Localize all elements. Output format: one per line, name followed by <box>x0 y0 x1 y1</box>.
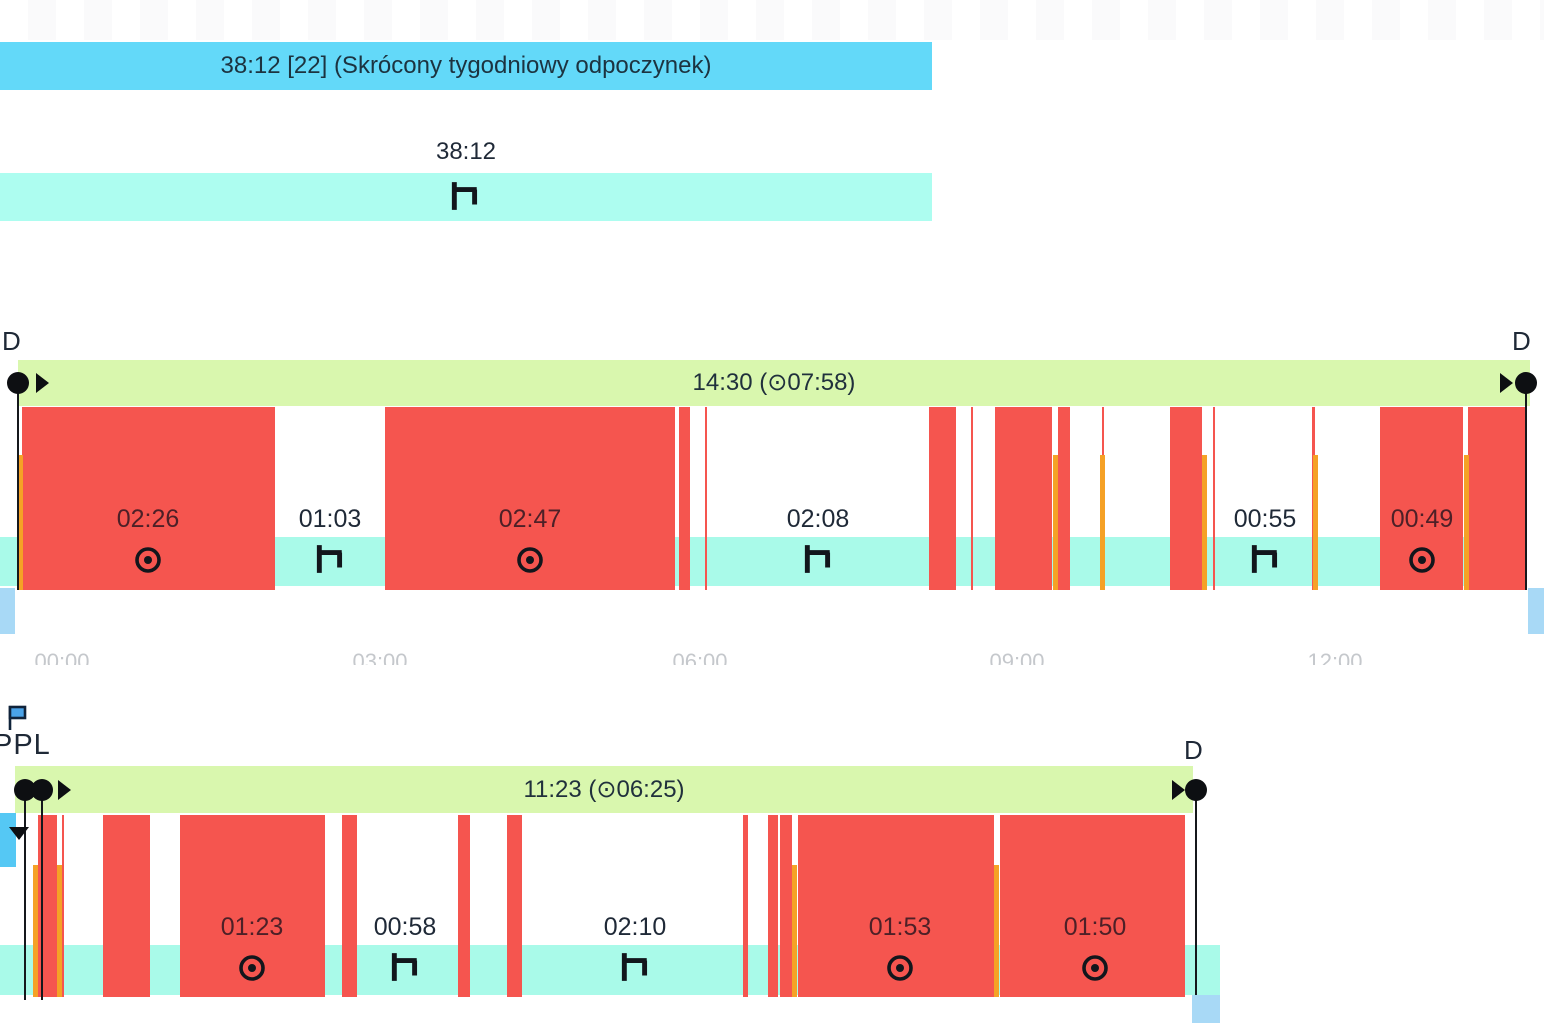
axis-tick-label: 12:00 <box>1307 652 1363 665</box>
event-mark <box>18 455 23 590</box>
driving-segment[interactable] <box>458 815 470 997</box>
scroll-corner-block <box>0 588 15 634</box>
drive-icon <box>513 543 547 577</box>
segment-duration-label: 02:26 <box>116 505 180 533</box>
weekly-rest-band[interactable]: 38:12 [22] (Skrócony tygodniowy odpoczyn… <box>0 42 932 90</box>
rest-icon <box>618 951 652 985</box>
drive-icon <box>131 543 165 577</box>
country-label: PPL <box>0 729 51 761</box>
driving-segment[interactable] <box>1170 407 1202 590</box>
play-marker-icon <box>1500 373 1513 393</box>
axis-tick-label: 03:00 <box>352 652 408 665</box>
edge-scroll-block <box>0 813 16 867</box>
day-label: D <box>1512 326 1531 356</box>
event-mark <box>1053 455 1058 590</box>
weekly-rest-label: 38:12 [22] (Skrócony tygodniowy odpoczyn… <box>220 52 712 79</box>
event-mark <box>57 865 62 997</box>
segment-duration-label: 01:50 <box>1063 913 1127 941</box>
driving-segment[interactable] <box>1213 407 1215 590</box>
event-mark <box>792 865 797 997</box>
segment-duration-label: 02:47 <box>498 505 562 533</box>
day-start-marker[interactable] <box>31 779 53 801</box>
marker-guide-line <box>41 790 43 1000</box>
event-mark <box>33 865 38 997</box>
segment-duration-label: 01:03 <box>298 505 362 533</box>
segment-duration-label: 01:23 <box>220 913 284 941</box>
shift-total-label: 14:30 (⊙07:58) <box>692 369 856 396</box>
segment-duration-label: 00:55 <box>1233 505 1297 533</box>
shift-total-label: 11:23 (⊙06:25) <box>523 776 685 803</box>
driving-segment[interactable] <box>768 815 778 997</box>
play-marker-icon <box>36 373 49 393</box>
segment-duration-label: 00:58 <box>373 913 437 941</box>
driving-segment[interactable] <box>705 407 707 590</box>
marker-guide-line <box>17 383 19 590</box>
event-mark <box>1313 455 1318 590</box>
play-marker-icon <box>58 780 71 800</box>
driving-segment[interactable] <box>971 407 973 590</box>
scroll-corner-block <box>1192 995 1220 1023</box>
marker-guide-line <box>1195 790 1197 1000</box>
marker-guide-line <box>1525 383 1527 590</box>
rest-icon <box>388 951 422 985</box>
driving-segment[interactable] <box>507 815 522 997</box>
segment-duration-label: 02:08 <box>786 505 850 533</box>
shift-total-bar[interactable]: 14:30 (⊙07:58) <box>18 360 1530 406</box>
drive-icon <box>1078 951 1112 985</box>
shift-total-bar[interactable]: 11:23 (⊙06:25) <box>15 766 1193 813</box>
rest-icon <box>1248 543 1282 577</box>
driving-segment[interactable] <box>342 815 357 997</box>
driving-segment[interactable] <box>780 815 792 997</box>
day-start-marker[interactable] <box>7 372 29 394</box>
event-mark <box>1202 455 1207 590</box>
drive-icon <box>235 951 269 985</box>
day-label: D <box>2 326 21 356</box>
rest-duration-label: 38:12 <box>435 138 497 165</box>
down-marker-icon <box>9 827 29 840</box>
day-end-marker[interactable] <box>1185 779 1207 801</box>
rest-icon <box>801 543 835 577</box>
driving-segment[interactable] <box>743 815 748 997</box>
day-label: D <box>1184 735 1203 765</box>
driving-segment[interactable] <box>798 815 994 997</box>
marker-guide-line <box>24 790 26 1000</box>
driving-segment[interactable] <box>1058 407 1070 590</box>
drive-icon <box>1405 543 1439 577</box>
rest-icon <box>313 543 347 577</box>
segment-duration-label: 02:10 <box>603 913 667 941</box>
driving-segment[interactable] <box>679 407 690 590</box>
day-start-marker[interactable] <box>14 779 36 801</box>
axis-tick-label: 00:00 <box>34 652 90 665</box>
rest-icon <box>449 180 483 214</box>
axis-tick-label: 06:00 <box>672 652 728 665</box>
day-end-marker[interactable] <box>1515 372 1537 394</box>
event-mark <box>1100 455 1105 590</box>
driving-segment[interactable] <box>1468 407 1525 590</box>
event-mark <box>1464 455 1469 590</box>
rest-band[interactable] <box>0 173 932 221</box>
driving-segment[interactable] <box>103 815 150 997</box>
play-marker-icon <box>1172 780 1185 800</box>
segment-duration-label: 01:53 <box>868 913 932 941</box>
driving-segment[interactable] <box>929 407 956 590</box>
driving-segment[interactable] <box>62 815 64 997</box>
background-stripes <box>0 0 1544 40</box>
drive-icon <box>883 951 917 985</box>
segment-duration-label: 00:49 <box>1390 505 1454 533</box>
driving-segment[interactable] <box>995 407 1052 590</box>
axis-tick-label: 09:00 <box>989 652 1045 665</box>
flag-icon <box>6 704 30 732</box>
scroll-corner-block <box>1528 588 1544 634</box>
event-mark <box>994 865 999 997</box>
